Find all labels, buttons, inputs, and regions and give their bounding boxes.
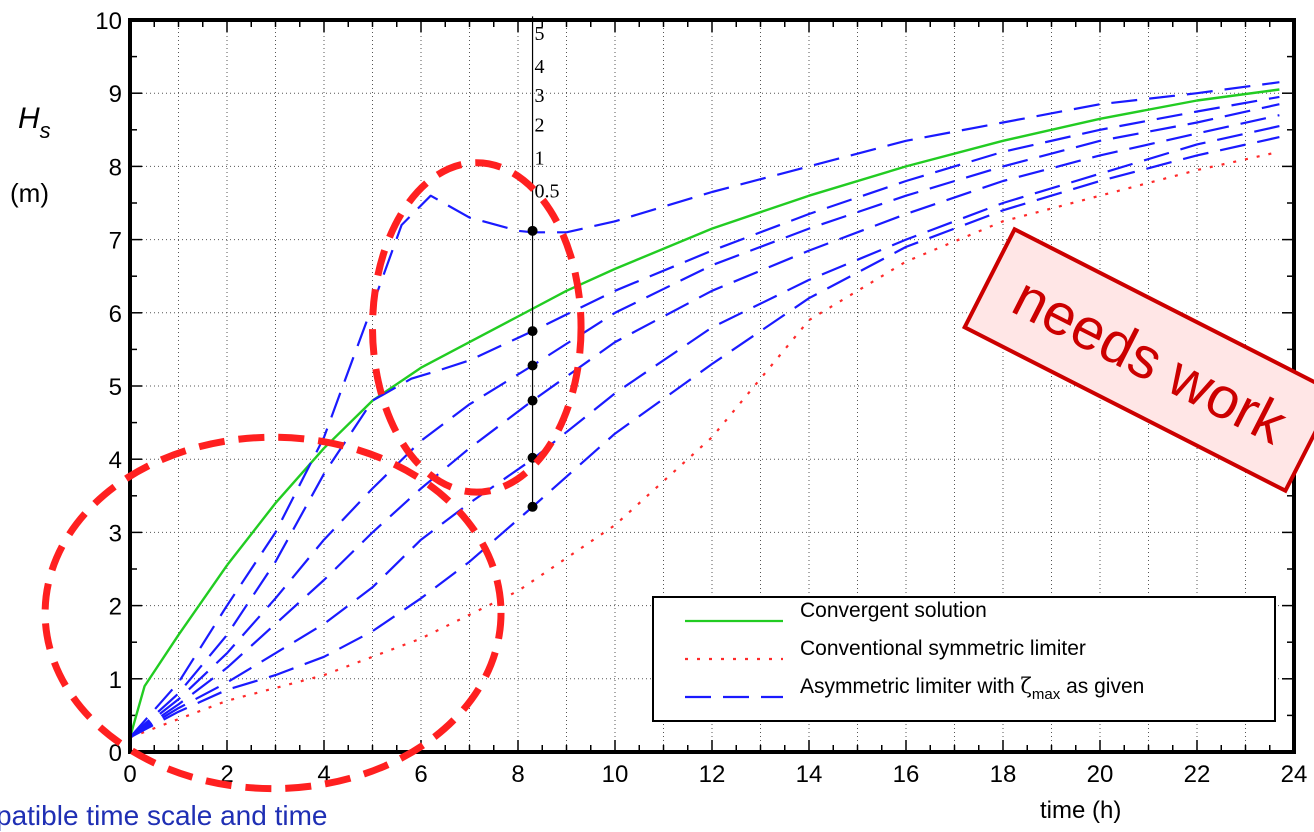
x-tick-label: 18 — [990, 761, 1017, 788]
zeta-symbol: ζ — [1021, 674, 1032, 698]
series-convergent — [128, 88, 1280, 738]
x-tick-label: 20 — [1087, 761, 1114, 788]
y-tick-label: 4 — [109, 447, 122, 474]
y-tick-label: 8 — [109, 154, 122, 181]
legend-suffix: as given — [1060, 675, 1144, 698]
marker-line: 5 4 3 2 1 0.5 — [527, 16, 560, 512]
y-axis-label: Hs — [18, 102, 51, 143]
y-tick-label: 10 — [95, 8, 122, 35]
needs-work-stamp: needs work — [961, 226, 1314, 494]
y-tick-labels: 0 1 2 3 4 5 6 7 8 9 10 — [95, 8, 122, 767]
y-tick-label: 7 — [109, 228, 122, 255]
legend-label: Convergent solution — [800, 599, 987, 622]
y-tick-label: 3 — [109, 520, 122, 547]
marker-point — [527, 395, 538, 406]
series-asym-4 — [129, 95, 1280, 739]
x-tick-label: 16 — [893, 761, 920, 788]
y-tick-label: 2 — [109, 594, 122, 621]
x-tick-label: 6 — [414, 761, 427, 788]
series-layer — [128, 81, 1280, 739]
series-asym-2 — [129, 114, 1280, 739]
stamp-box — [961, 226, 1314, 494]
annotation-circles — [41, 159, 585, 793]
x-tick-label: 12 — [699, 761, 726, 788]
series-asym-1 — [129, 125, 1280, 739]
legend: Convergent solution Conventional symmetri… — [652, 596, 1276, 722]
marker-label: 2 — [535, 114, 545, 136]
y-axis-label-h: H — [18, 102, 40, 135]
zeta-subscript: max — [1032, 686, 1061, 703]
annotation-circle — [41, 433, 505, 793]
legend-box — [652, 596, 1276, 722]
y-axis-unit: (m) — [10, 178, 49, 208]
marker-label: 4 — [535, 56, 545, 78]
series-asym-5 — [129, 81, 1280, 739]
x-tick-label: 10 — [602, 761, 629, 788]
y-tick-label: 5 — [109, 374, 122, 401]
y-tick-label: 0 — [109, 740, 122, 767]
marker-label: 3 — [535, 85, 545, 107]
y-axis-label-sub: s — [40, 118, 51, 143]
annotation-circle — [369, 159, 585, 496]
y-tick-label: 6 — [109, 301, 122, 328]
marker-point — [527, 501, 538, 512]
marker-label: 1 — [535, 147, 545, 169]
bottom-caption: patible time scale and time — [0, 800, 328, 831]
marker-label: 0.5 — [535, 180, 560, 202]
y-tick-label: 9 — [109, 81, 122, 108]
marker-point — [527, 326, 538, 337]
x-tick-label: 0 — [123, 761, 136, 788]
y-tick-label: 1 — [109, 667, 122, 694]
series-symmetric — [129, 150, 1280, 739]
marker-point — [527, 360, 538, 371]
x-axis-label: time (h) — [1040, 797, 1121, 824]
x-tick-label: 8 — [511, 761, 524, 788]
x-tick-label: 14 — [796, 761, 823, 788]
x-tick-label: 24 — [1281, 761, 1308, 788]
marker-point — [527, 225, 538, 236]
x-tick-label: 22 — [1184, 761, 1211, 788]
marker-label: 5 — [535, 23, 545, 45]
legend-label: Conventional symmetric limiter — [800, 637, 1086, 660]
